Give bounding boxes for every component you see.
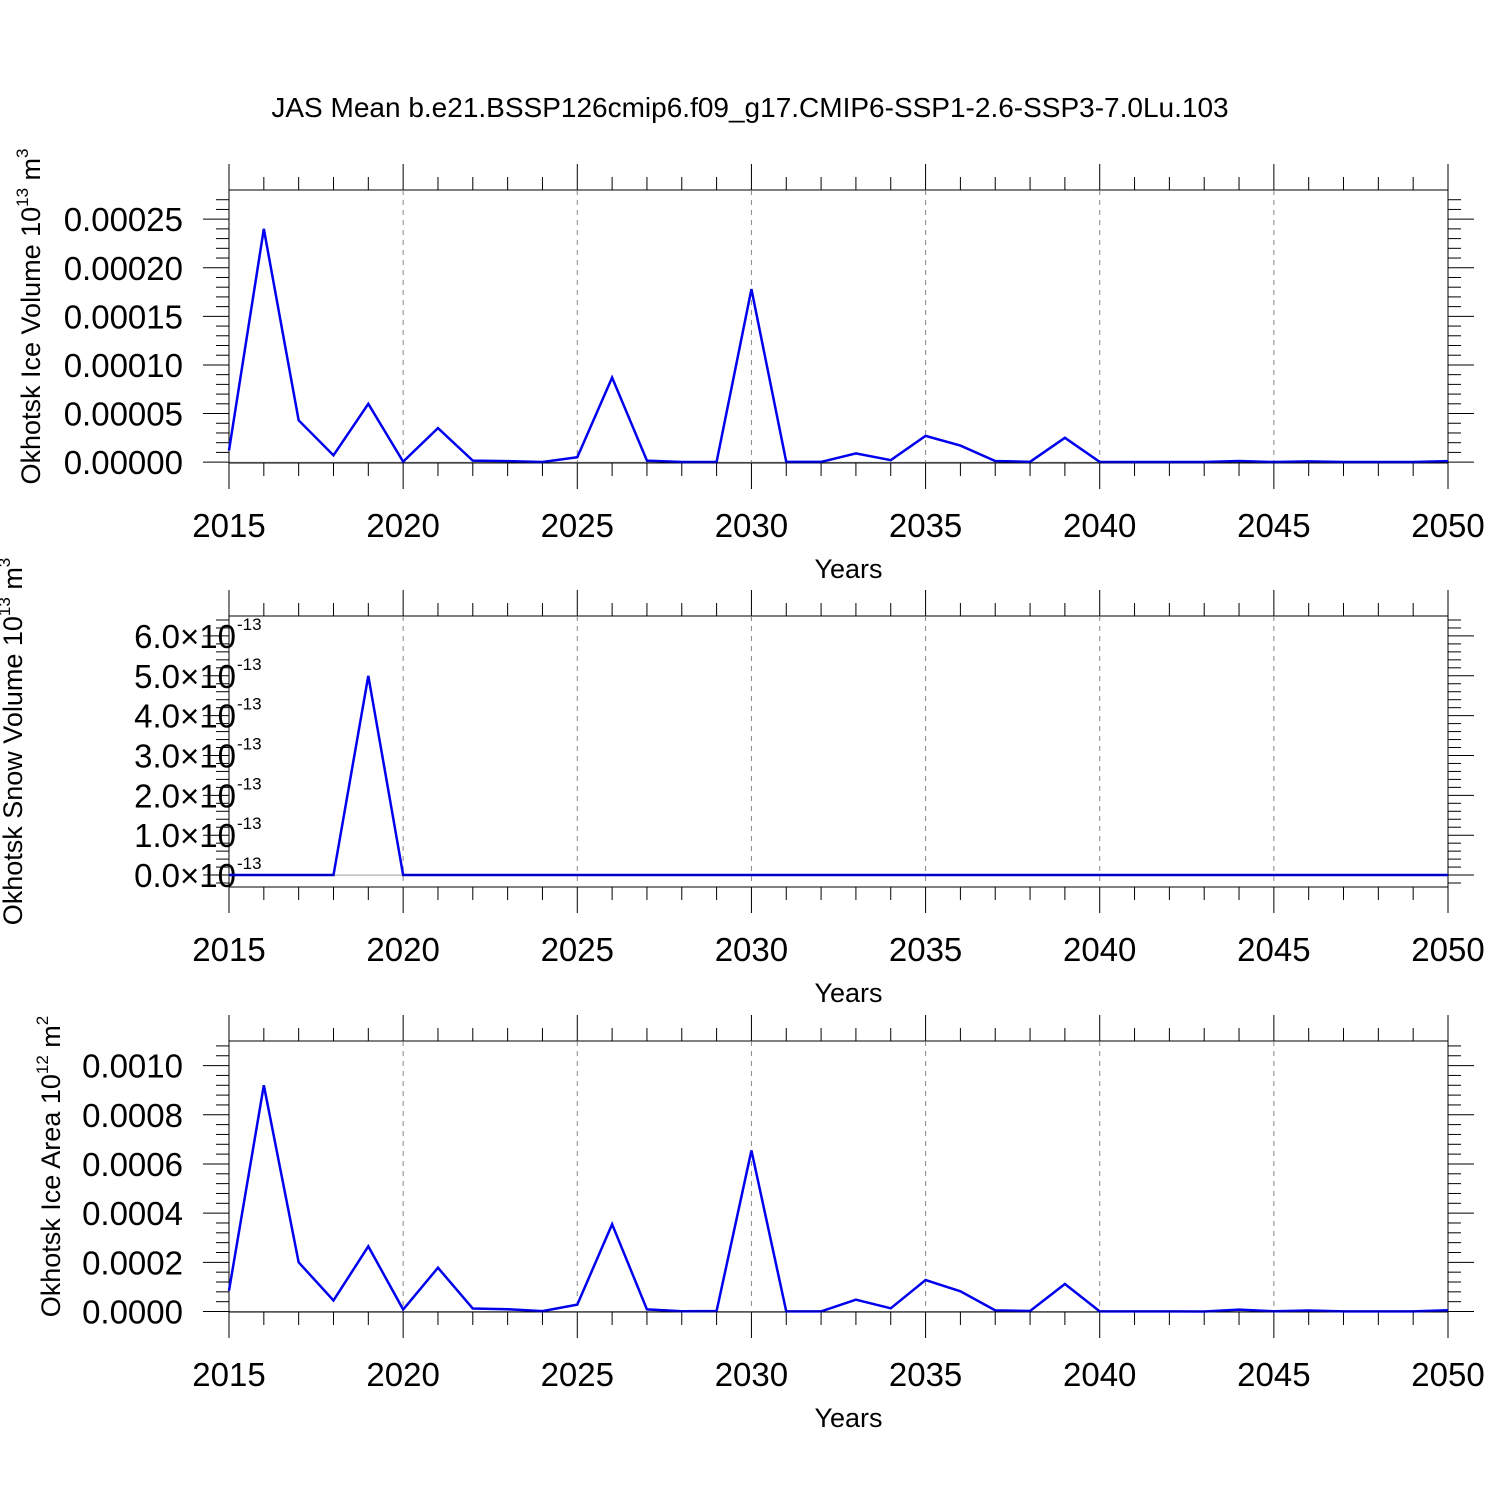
- y-tick-label: 0.00010: [64, 347, 183, 384]
- y-tick-times: ×10: [180, 777, 236, 814]
- x-tick-label: 2045: [1237, 931, 1310, 968]
- y-tick-exponent: -13: [237, 774, 262, 793]
- x-axis-label: Years: [814, 1403, 882, 1433]
- y-axis-label-text: Okhotsk Snow Volume 10: [0, 616, 28, 925]
- x-tick-label: 2040: [1063, 931, 1136, 968]
- y-axis-label-text: Okhotsk Ice Area 10: [36, 1074, 66, 1317]
- x-tick-label: 2025: [541, 1356, 614, 1393]
- y-axis-label-text: Okhotsk Ice Volume 10: [16, 207, 46, 485]
- y-tick-label: 0.0006: [82, 1146, 183, 1183]
- y-axis-label-exponent: 13: [13, 188, 32, 207]
- y-axis-label-unit: m: [36, 1025, 66, 1055]
- panels-group: 2015 2020 2025 2030 2035 2040 2045 2050 0.00000 0…: [0, 148, 1485, 1433]
- x-tick-label: 2035: [889, 931, 962, 968]
- y-tick-label: 3.0: [134, 737, 180, 774]
- x-tick-label: 2050: [1411, 931, 1484, 968]
- y-tick-label: 0.0004: [82, 1195, 183, 1232]
- y-axis-label-unit-exponent: 2: [33, 1016, 52, 1025]
- y-tick-label: 0.00020: [64, 250, 183, 287]
- y-tick-times: ×10: [180, 658, 236, 695]
- y-tick-label: 0.0010: [82, 1048, 183, 1085]
- y-tick-label: 0.0008: [82, 1097, 183, 1134]
- x-tick-label: 2020: [366, 507, 439, 544]
- y-tick-exponent: -13: [237, 695, 262, 714]
- x-tick-label: 2045: [1237, 507, 1310, 544]
- x-tick-label: 2050: [1411, 507, 1484, 544]
- y-axis-label-exponent: 12: [33, 1055, 52, 1074]
- x-tick-label: 2045: [1237, 1356, 1310, 1393]
- x-tick-label: 2025: [541, 507, 614, 544]
- x-tick-label: 2020: [366, 1356, 439, 1393]
- y-tick-label: 1.0: [134, 817, 180, 854]
- y-tick-times: ×10: [180, 817, 236, 854]
- x-tick-label: 2030: [715, 931, 788, 968]
- x-tick-label: 2035: [889, 1356, 962, 1393]
- panel-1: 2015 2020 2025 2030 2035 2040 2045 2050 0.00000 0…: [13, 148, 1485, 584]
- y-tick-label: 0.0002: [82, 1244, 183, 1281]
- y-axis-label-unit: m: [0, 567, 28, 597]
- y-tick-label: 0.00005: [64, 396, 183, 433]
- y-tick-label: 5.0: [134, 658, 180, 695]
- y-tick-label: 4.0: [134, 698, 180, 735]
- y-tick-times: ×10: [180, 618, 236, 655]
- y-tick-times: ×10: [180, 698, 236, 735]
- y-axis-label-exponent: 13: [0, 597, 14, 616]
- y-tick-exponent: -13: [237, 615, 262, 634]
- plot-frame: [228, 1040, 1449, 1313]
- y-tick-times: ×10: [180, 737, 236, 774]
- y-tick-times: ×10: [180, 857, 236, 894]
- series-line: [227, 1085, 1449, 1313]
- series-line: [229, 675, 1448, 877]
- figure-title: JAS Mean b.e21.BSSP126cmip6.f09_g17.CMIP…: [271, 92, 1228, 123]
- y-tick-exponent: -13: [237, 655, 262, 674]
- plot-frame: [228, 189, 1449, 464]
- x-tick-label: 2030: [715, 1356, 788, 1393]
- x-tick-label: 2050: [1411, 1356, 1484, 1393]
- y-tick-label: 6.0: [134, 618, 180, 655]
- y-axis-label-unit-exponent: 3: [13, 148, 32, 157]
- series-line: [227, 228, 1449, 464]
- y-axis-label: Okhotsk Ice Volume 1013 m3: [13, 148, 46, 484]
- plot-frame: [228, 615, 1449, 888]
- x-tick-label: 2040: [1063, 1356, 1136, 1393]
- y-axis-label: Okhotsk Ice Area 1012 m2: [33, 1016, 66, 1318]
- x-tick-label: 2030: [715, 507, 788, 544]
- x-tick-label: 2015: [192, 1356, 265, 1393]
- x-tick-label: 2025: [541, 931, 614, 968]
- y-tick-label: 0.0000: [82, 1294, 183, 1331]
- x-axis-label: Years: [814, 554, 882, 584]
- y-tick-exponent: -13: [237, 854, 262, 873]
- y-tick-exponent: -13: [237, 814, 262, 833]
- x-tick-label: 2015: [192, 507, 265, 544]
- x-axis-label: Years: [814, 978, 882, 1008]
- x-tick-label: 2015: [192, 931, 265, 968]
- x-tick-label: 2035: [889, 507, 962, 544]
- y-tick-label: 0.00015: [64, 298, 183, 335]
- x-tick-label: 2040: [1063, 507, 1136, 544]
- y-tick-label: 0.00025: [64, 201, 183, 238]
- y-axis-label: Okhotsk Snow Volume 1013 m3: [0, 558, 28, 926]
- panel-3: 2015 2020 2025 2030 2035 2040 2045 2050 0.0000 0.…: [33, 1015, 1485, 1433]
- y-tick-label: 0.0: [134, 857, 180, 894]
- y-tick-label: 0.00000: [64, 444, 183, 481]
- y-axis-label-unit: m: [16, 158, 46, 188]
- y-tick-exponent: -13: [237, 734, 262, 753]
- y-axis-label-unit-exponent: 3: [0, 558, 14, 567]
- y-tick-label: 2.0: [134, 777, 180, 814]
- x-tick-label: 2020: [366, 931, 439, 968]
